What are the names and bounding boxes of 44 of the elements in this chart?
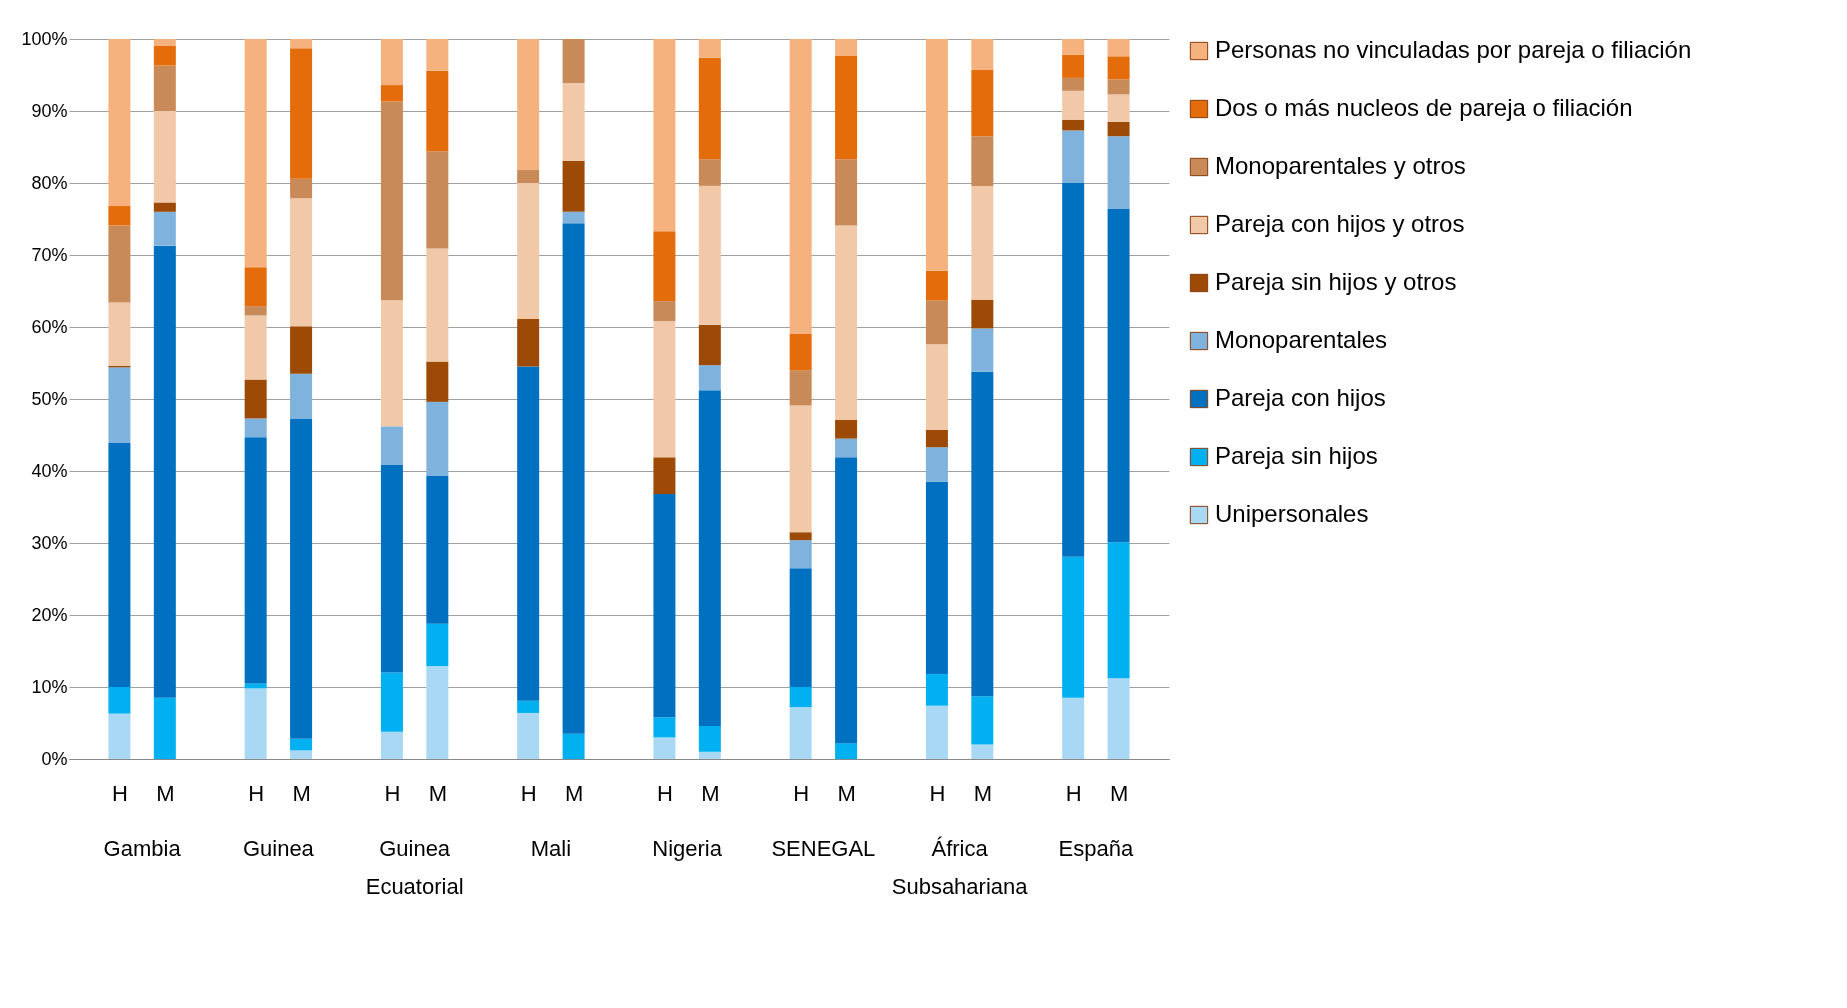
y-tick-label: 70% <box>31 244 68 265</box>
text: Guinea Ecuatorial <box>365 836 464 899</box>
legend-label: Dos o más nucleos de pareja o filiación <box>1215 94 1633 121</box>
text: SENEGAL <box>771 836 876 861</box>
y-tick-label: 60% <box>31 316 68 337</box>
text: España <box>1058 836 1134 861</box>
y-tick-label: 30% <box>31 532 68 553</box>
x-tick-label: H <box>1065 780 1082 806</box>
x-tick-label: H <box>384 780 401 806</box>
y-tick-label: 100% <box>21 28 68 49</box>
legend-label: Pareja sin hijos <box>1215 442 1378 469</box>
legend-label: Monoparentales <box>1215 326 1388 353</box>
legend-label: Pareja sin hijos y otros <box>1215 268 1457 295</box>
x-tick-label: M <box>837 780 856 806</box>
x-tick-label: M <box>701 780 720 806</box>
text: Mali <box>530 836 572 861</box>
text: África Subsahariana <box>891 836 1029 899</box>
x-tick-label: H <box>656 780 673 806</box>
x-tick-label: M <box>973 780 992 806</box>
y-tick-label: 80% <box>31 172 68 193</box>
y-tick-label: 90% <box>31 100 68 121</box>
text: Guinea <box>242 836 315 861</box>
y-tick-label: 20% <box>31 604 68 625</box>
y-tick-label: 0% <box>41 748 68 769</box>
x-tick-label: H <box>248 780 265 806</box>
y-tick-label: 40% <box>31 460 68 481</box>
x-tick-label: H <box>929 780 946 806</box>
text: Gambia <box>103 836 182 861</box>
legend-label: Unipersonales <box>1215 500 1369 527</box>
x-tick-label: M <box>1109 780 1129 806</box>
x-tick-label: M <box>156 780 175 806</box>
y-tick-label: 10% <box>31 676 68 697</box>
legend-label: Pareja con hijos y otros <box>1215 210 1465 237</box>
y-tick-label: 50% <box>31 388 68 409</box>
x-tick-label: M <box>428 780 447 806</box>
text: Nigeria <box>652 836 723 861</box>
x-tick-label: H <box>793 780 810 806</box>
legend-label: Monoparentales y otros <box>1215 152 1466 179</box>
x-tick-label: M <box>564 780 584 806</box>
legend-label: Pareja con hijos <box>1215 384 1386 411</box>
x-tick-label: H <box>520 780 537 806</box>
x-tick-label: H <box>111 780 128 806</box>
x-tick-label: M <box>292 780 311 806</box>
legend-label: Personas no vinculadas por pareja o filiación <box>1215 36 1692 63</box>
